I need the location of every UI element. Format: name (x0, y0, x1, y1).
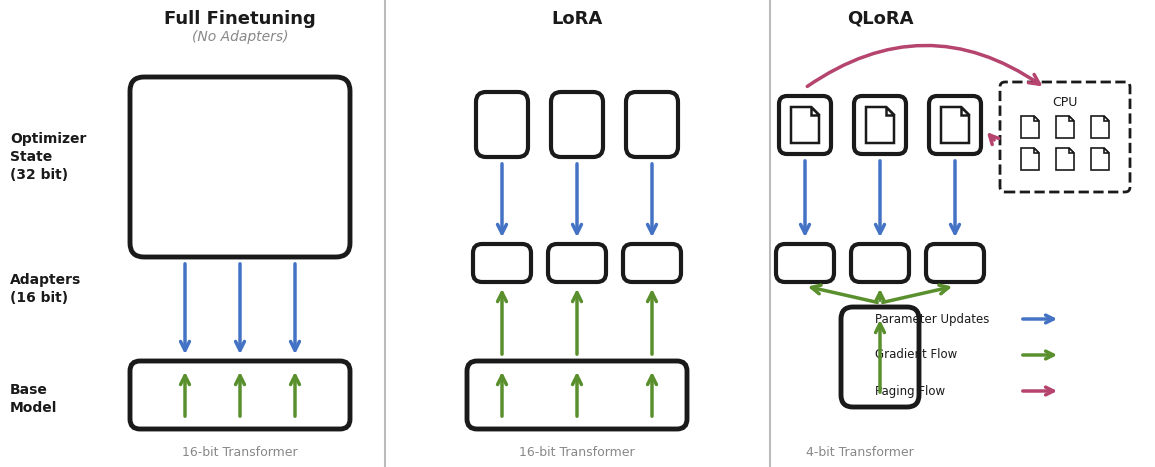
Polygon shape (1021, 116, 1040, 138)
FancyBboxPatch shape (551, 92, 603, 157)
FancyBboxPatch shape (854, 96, 906, 154)
Polygon shape (1034, 148, 1040, 153)
FancyBboxPatch shape (131, 77, 350, 257)
Text: (No Adapters): (No Adapters) (192, 30, 289, 44)
FancyBboxPatch shape (474, 244, 531, 282)
FancyBboxPatch shape (929, 96, 981, 154)
Polygon shape (886, 107, 894, 115)
FancyBboxPatch shape (841, 307, 919, 407)
Text: Paging Flow: Paging Flow (875, 384, 945, 397)
Text: Optimizer
State
(32 bit): Optimizer State (32 bit) (10, 132, 87, 183)
Polygon shape (1056, 148, 1074, 170)
FancyBboxPatch shape (851, 244, 909, 282)
Text: 4-bit Transformer: 4-bit Transformer (806, 446, 914, 459)
FancyBboxPatch shape (778, 96, 830, 154)
FancyBboxPatch shape (1000, 82, 1130, 192)
Polygon shape (961, 107, 969, 115)
Polygon shape (1104, 148, 1109, 153)
FancyBboxPatch shape (626, 92, 678, 157)
Polygon shape (941, 107, 969, 143)
FancyBboxPatch shape (926, 244, 984, 282)
FancyBboxPatch shape (776, 244, 834, 282)
Polygon shape (1091, 116, 1109, 138)
Text: 16-bit Transformer: 16-bit Transformer (182, 446, 298, 459)
Text: CPU: CPU (1052, 96, 1078, 109)
Polygon shape (1104, 116, 1109, 121)
Polygon shape (1056, 116, 1074, 138)
Polygon shape (791, 107, 819, 143)
Polygon shape (1021, 148, 1040, 170)
Text: Gradient Flow: Gradient Flow (875, 348, 957, 361)
FancyBboxPatch shape (467, 361, 687, 429)
FancyBboxPatch shape (623, 244, 681, 282)
Text: Adapters
(16 bit): Adapters (16 bit) (10, 273, 81, 305)
FancyBboxPatch shape (547, 244, 606, 282)
Polygon shape (811, 107, 819, 115)
FancyBboxPatch shape (131, 361, 350, 429)
FancyBboxPatch shape (476, 92, 528, 157)
Text: Parameter Updates: Parameter Updates (875, 312, 990, 325)
Polygon shape (866, 107, 894, 143)
Polygon shape (1034, 116, 1040, 121)
Text: 16-bit Transformer: 16-bit Transformer (520, 446, 635, 459)
Text: LoRA: LoRA (551, 10, 603, 28)
Text: QLoRA: QLoRA (847, 10, 914, 28)
Text: Full Finetuning: Full Finetuning (164, 10, 315, 28)
Text: Base
Model: Base Model (10, 383, 58, 415)
Polygon shape (1091, 148, 1109, 170)
Polygon shape (1070, 116, 1074, 121)
Polygon shape (1070, 148, 1074, 153)
